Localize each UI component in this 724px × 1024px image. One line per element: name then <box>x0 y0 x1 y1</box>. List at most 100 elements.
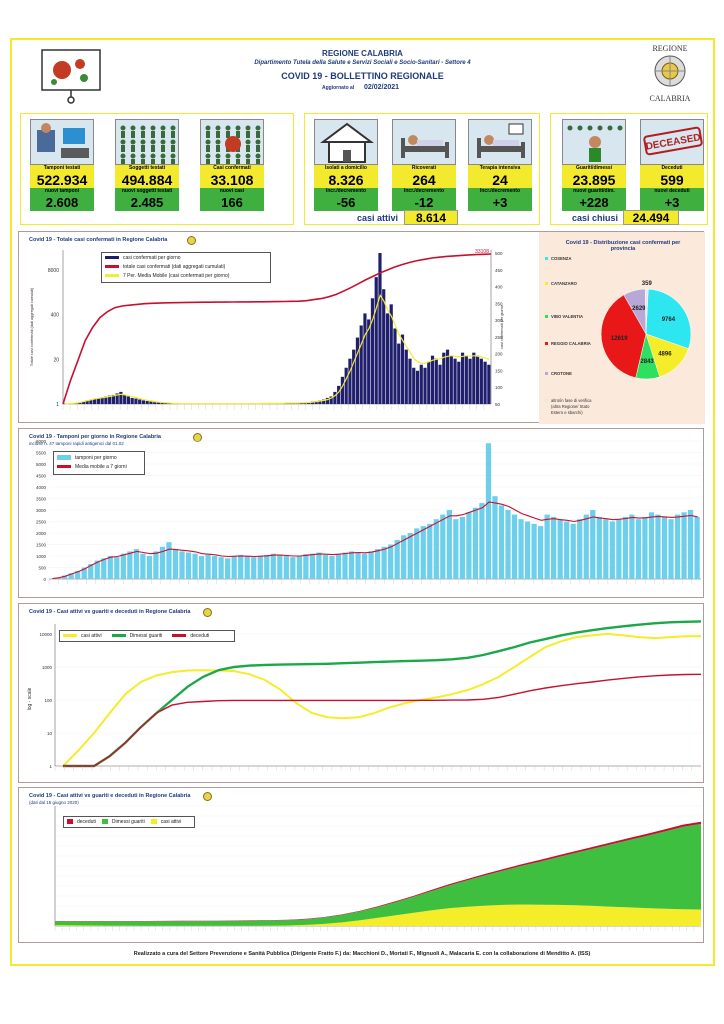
tests-bar <box>153 551 159 579</box>
tests-bar <box>342 552 348 579</box>
tests-bar <box>361 553 368 579</box>
daily-case-bar <box>430 355 435 404</box>
y-tick-label: 1 <box>56 402 59 408</box>
kpi-sub-value: -12 <box>392 195 456 211</box>
chart1-legend: casi confermati per giorno totale casi c… <box>101 252 271 283</box>
chart3-subtitle: incluse n. 47 tamponi rapidi antigenici … <box>29 441 124 446</box>
kpi-card-1: Soggetti testati 494.884 nuovi soggetti te… <box>115 119 179 211</box>
pie-slice-label: 2843 <box>640 359 654 365</box>
province-pie-chart: 9764 4896 2843 12619 2629 359 COSENZA CATANZARO… <box>545 256 692 415</box>
y-tick-label: 2500 <box>36 520 47 525</box>
tests-bar <box>674 514 681 579</box>
region-seal-icon <box>203 608 212 617</box>
pie-slice <box>644 288 649 335</box>
kpi-card-6: Guariti/dimessi 23.895 nuovi guariti/dim. +… <box>562 119 626 211</box>
daily-case-bar <box>355 337 360 404</box>
y-tick-label: 2000 <box>36 531 47 536</box>
confirmed-cases-panel: Covid 19 - Totale casi confermati in Reg… <box>18 231 705 424</box>
daily-case-bar <box>119 391 123 404</box>
y-axis-label: Totale casi confermati (dati aggregati c… <box>30 287 34 366</box>
daily-case-bar <box>412 367 416 404</box>
legend-entry: altro/in fase di verifica <box>551 398 592 403</box>
tests-bar <box>694 516 700 579</box>
kpi-card-2: Casi confermati 33.108 nuovi casi 166 <box>200 119 264 211</box>
people-grid-icon <box>115 119 179 165</box>
virus-people-icon <box>200 119 264 165</box>
kpi-value: 494.884 <box>115 172 179 188</box>
legend-entry: CATANZARO <box>551 281 578 286</box>
daily-case-bar <box>314 400 318 404</box>
legend-swatch <box>545 372 548 375</box>
tests-bar <box>583 514 589 579</box>
tests-bar <box>225 558 231 579</box>
tests-bar <box>609 521 615 579</box>
tests-bar <box>538 526 544 579</box>
daily-case-bar <box>337 385 341 404</box>
recovered-person-icon <box>562 119 626 165</box>
daily-case-bar <box>468 358 472 404</box>
daily-case-bar <box>329 396 333 404</box>
update-date: 02/02/2021 <box>364 84 400 91</box>
kpi-label: Tamponi testati <box>30 165 94 172</box>
pie-slice-label: 12619 <box>611 336 628 342</box>
tests-bar <box>277 554 283 579</box>
tests-bar <box>557 519 563 579</box>
tests-bar <box>218 557 224 579</box>
pie-title: Covid 19 - Distribuzione casi confermati… <box>565 240 681 252</box>
kpi-sub-label: nuovi casi <box>200 188 264 195</box>
daily-case-bar <box>325 397 329 404</box>
tests-bar <box>427 523 433 579</box>
daily-case-bar <box>427 361 431 404</box>
tests-bar <box>303 554 309 579</box>
tests-bar <box>433 519 439 579</box>
tests-bar <box>322 554 329 579</box>
chart5-title: Covid 19 - Casi attivi vs guariti e dece… <box>29 793 191 799</box>
tests-bar <box>616 519 622 579</box>
tests-bar <box>107 556 113 579</box>
tests-bar <box>257 556 263 579</box>
tests-bar <box>375 549 381 579</box>
y-tick-label: 5000 <box>36 462 47 467</box>
header: REGIONE CALABRIA Dipartimento Tutela del… <box>12 40 713 110</box>
y-tick-label: 10 <box>47 731 53 736</box>
y2-tick-label: 200 <box>495 352 503 357</box>
tests-bar <box>655 514 661 579</box>
series-line <box>63 620 702 768</box>
daily-case-bar <box>423 367 427 404</box>
kpi-sub-value: +3 <box>468 195 532 211</box>
tests-bar <box>577 519 583 579</box>
daily-case-bar <box>130 397 134 404</box>
tests-bar <box>505 510 511 579</box>
daily-case-bar <box>333 391 337 404</box>
y2-tick-label: 400 <box>495 285 503 290</box>
tests-bar <box>518 519 524 579</box>
y-tick-label: 8000 <box>48 268 59 274</box>
kpi-sub-label: Incr./decremento <box>468 188 532 195</box>
tests-bar <box>544 514 550 579</box>
y-tick-label: 3000 <box>36 508 47 513</box>
tests-bar <box>596 516 602 579</box>
y-tick-label: 1000 <box>36 554 47 559</box>
tests-bar <box>446 510 452 579</box>
daily-case-bar <box>85 400 89 404</box>
tests-bar <box>296 556 302 579</box>
y2-tick-label: 300 <box>495 318 503 323</box>
y2-tick-label: 450 <box>495 268 503 273</box>
daily-case-bar <box>352 349 356 404</box>
daily-case-bar <box>160 402 164 404</box>
tests-bar <box>629 514 635 579</box>
daily-case-bar <box>370 298 375 404</box>
chart4-legend: casi attivi Dimessi guariti deceduti <box>59 630 235 642</box>
daily-case-bar <box>442 352 446 404</box>
house-icon <box>314 119 378 165</box>
tests-bar <box>440 514 446 579</box>
daily-case-bar <box>153 402 157 404</box>
tests-bar <box>681 512 687 579</box>
daily-case-bar <box>63 403 67 404</box>
kpi-sub-label: Incr./decremento <box>392 188 456 195</box>
y-tick-label: 4500 <box>36 474 47 479</box>
legend-deceased: deceduti <box>172 632 209 641</box>
tests-bar <box>531 523 537 579</box>
tests-bar <box>479 503 485 579</box>
stacked-area-chart <box>54 805 701 931</box>
